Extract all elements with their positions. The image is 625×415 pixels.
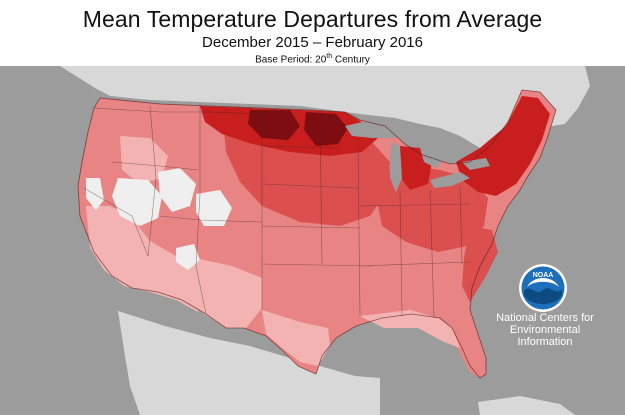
base-period-superscript: th: [326, 53, 333, 60]
region-near-average-arizona: [176, 244, 200, 270]
region-near-average-colorado: [196, 190, 232, 226]
region-near-average-utah: [158, 168, 196, 212]
temperature-map: [0, 66, 625, 415]
lake-ontario: [462, 158, 490, 170]
cuba-island: [478, 396, 575, 415]
mexico-landmass: [118, 311, 380, 415]
region-near-average-nevada: [112, 178, 162, 226]
lake-michigan: [390, 142, 402, 192]
base-period-suffix: Century: [332, 54, 370, 66]
ncei-line-3: Information: [517, 336, 573, 348]
baja-california: [118, 311, 170, 415]
region-record-warm-north-dakota: [248, 110, 300, 140]
region-slightly-above-northwest: [120, 136, 168, 184]
canada-landmass: [60, 66, 590, 148]
region-well-above-ohio-valley: [372, 166, 488, 252]
conus-outline: [77, 89, 557, 379]
lake-superior: [345, 118, 420, 138]
noaa-logo-icon: NOAA: [519, 264, 567, 312]
region-slightly-above-texas: [262, 310, 330, 366]
lake-huron: [418, 136, 448, 168]
region-slightly-above-gulf: [360, 310, 460, 348]
ncei-line-2: Environmental: [509, 324, 581, 336]
base-period-label: Base Period: 20th Century: [0, 53, 625, 65]
map-title: Mean Temperature Departures from Average: [82, 6, 543, 32]
region-slightly-above-west: [86, 206, 210, 312]
noaa-emblem-text: NOAA: [533, 272, 554, 279]
region-much-above-northeast: [456, 96, 550, 196]
region-near-average-california: [86, 178, 104, 210]
map-subtitle: December 2015 – February 2016: [202, 34, 423, 51]
region-record-warm-minnesota: [304, 112, 348, 146]
state-boundaries: [83, 105, 471, 319]
ncei-line-1: National Centers for: [496, 312, 594, 324]
base-period-prefix: Base Period: 20: [255, 54, 327, 66]
region-well-above-east-coast: [462, 226, 498, 302]
lake-erie: [430, 172, 470, 188]
ncei-label: National Centers for Environmental Infor…: [490, 312, 600, 348]
figure-header: Mean Temperature Departures from Average…: [0, 0, 625, 66]
map-canvas: [0, 66, 625, 415]
